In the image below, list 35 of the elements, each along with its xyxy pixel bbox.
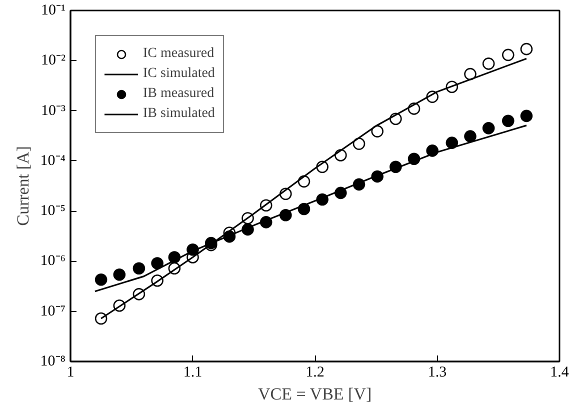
y-tick-label: 10⁻⁴ bbox=[40, 152, 66, 169]
point bbox=[502, 48, 514, 62]
legend-label: IC measured bbox=[143, 46, 214, 62]
legend-label: IC simulated bbox=[143, 66, 215, 82]
point bbox=[482, 122, 495, 134]
point bbox=[151, 257, 164, 270]
y-axis-title: Current [A] bbox=[13, 146, 32, 226]
y-tick-label: 10⁻⁸ bbox=[40, 354, 66, 370]
point bbox=[520, 42, 533, 56]
legend-label: IB simulated bbox=[143, 106, 215, 122]
point bbox=[502, 114, 514, 127]
y-tick-label: 10⁻⁶ bbox=[40, 253, 66, 270]
point bbox=[352, 138, 366, 150]
legend-label: IB measured bbox=[143, 86, 214, 102]
x-tick-label: 1.2 bbox=[306, 364, 324, 380]
x-tick-label: 1 bbox=[66, 364, 74, 380]
x-tick-label: 1.1 bbox=[183, 364, 202, 380]
point bbox=[94, 273, 108, 286]
y-tick-label: 10⁻¹ bbox=[41, 2, 66, 18]
point bbox=[371, 125, 384, 138]
point bbox=[132, 262, 146, 275]
y-tick-label: 10⁻³ bbox=[41, 102, 66, 119]
point bbox=[464, 130, 476, 142]
point bbox=[482, 58, 495, 70]
x-axis-title: VCE = VBE [V] bbox=[258, 384, 372, 404]
point bbox=[113, 268, 126, 281]
point bbox=[464, 68, 476, 80]
x-tick-label: 1.3 bbox=[428, 364, 447, 380]
point bbox=[520, 110, 533, 122]
y-tick-label: 10⁻⁵ bbox=[40, 203, 66, 220]
y-tick-label: 10⁻⁷ bbox=[40, 303, 66, 320]
point bbox=[94, 312, 108, 325]
point bbox=[446, 136, 458, 149]
y-tick-label: 10⁻² bbox=[41, 52, 66, 69]
x-tick-label: 1.4 bbox=[550, 364, 570, 380]
